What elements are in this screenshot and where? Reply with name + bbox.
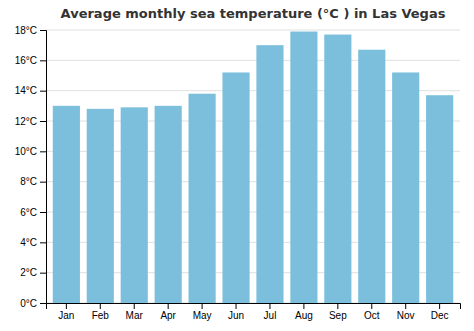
grid-line — [46, 30, 460, 31]
x-tick-mark — [337, 303, 338, 309]
x-tick-label: Jun — [228, 310, 244, 321]
y-tick-mark — [40, 212, 46, 213]
x-tick-mark — [100, 303, 101, 309]
x-tick-label: Oct — [364, 310, 380, 321]
y-tick: 10°C — [15, 146, 46, 157]
x-tick-label: May — [193, 310, 212, 321]
x-tick-label: Dec — [431, 310, 449, 321]
x-tick-label: Apr — [160, 310, 176, 321]
x-tick-mark — [439, 303, 440, 309]
x-tick-mark — [168, 303, 169, 309]
y-tick-label: 4°C — [20, 237, 37, 248]
bar — [53, 106, 80, 303]
x-tick-label: Jan — [58, 310, 74, 321]
title: Average monthly sea temperature (°C ) in… — [61, 6, 446, 21]
x-tick: Nov — [397, 303, 415, 321]
y-tick-mark — [40, 303, 46, 304]
x-tick-mark — [371, 303, 372, 309]
y-tick: 12°C — [15, 116, 46, 127]
x-tick: Jul — [264, 303, 277, 321]
bar — [256, 45, 283, 303]
x-tick-mark — [236, 303, 237, 309]
y-tick: 18°C — [15, 25, 46, 36]
x-tick: Mar — [126, 303, 144, 321]
y-tick-mark — [40, 242, 46, 243]
y-tick-label: 16°C — [15, 55, 37, 66]
bar — [290, 32, 317, 303]
y-tick-label: 18°C — [15, 25, 37, 36]
y-tick-mark — [40, 91, 46, 92]
bars — [53, 32, 453, 303]
x-tick-label: Nov — [397, 310, 415, 321]
plot-area: 0°C 2°C 4°C 6°C 8°C 10°C 12°C 14°C 16°C 18°C Jan Fe… — [15, 25, 461, 321]
y-tick: 4°C — [20, 237, 46, 248]
y-tick-mark — [40, 30, 46, 31]
y-tick-label: 6°C — [20, 207, 37, 218]
y-tick-label: 8°C — [20, 176, 37, 187]
x-tick-label: Aug — [295, 310, 313, 321]
x-tick: May — [193, 303, 212, 321]
bar — [87, 109, 114, 303]
x-tick-mark — [303, 303, 304, 309]
bar — [121, 107, 148, 303]
chart: 0°C 2°C 4°C 6°C 8°C 10°C 12°C 14°C 16°C 18°C Jan Fe… — [0, 0, 474, 331]
x-tick-mark — [66, 303, 67, 309]
y-tick-mark — [40, 121, 46, 122]
x-axis-line — [47, 304, 461, 310]
x-tick-label: Mar — [126, 310, 144, 321]
y-axis: 0°C 2°C 4°C 6°C 8°C 10°C 12°C 14°C 16°C 18°C — [15, 25, 47, 309]
x-tick: Dec — [431, 303, 449, 321]
x-tick: Jan — [58, 303, 74, 321]
bar — [324, 35, 351, 303]
y-tick-label: 12°C — [15, 116, 37, 127]
y-tick: 6°C — [20, 207, 46, 218]
bar — [358, 50, 385, 303]
x-tick-mark — [134, 303, 135, 309]
x-tick: Oct — [364, 303, 380, 321]
x-tick: Apr — [160, 303, 176, 321]
x-tick: Aug — [295, 303, 313, 321]
bar — [392, 72, 419, 303]
y-tick-label: 0°C — [20, 298, 37, 309]
y-tick: 8°C — [20, 176, 46, 187]
y-tick-mark — [40, 273, 46, 274]
x-tick-label: Sep — [329, 310, 347, 321]
bar — [189, 94, 216, 303]
grid — [46, 30, 460, 303]
x-tick-mark — [202, 303, 203, 309]
x-tick-label: Jul — [264, 310, 277, 321]
y-tick-mark — [40, 151, 46, 152]
x-tick: Jun — [228, 303, 244, 321]
x-tick: Feb — [92, 303, 110, 321]
grid-line — [46, 60, 460, 61]
bar — [155, 106, 182, 303]
y-tick: 14°C — [15, 85, 46, 96]
y-axis-line — [40, 31, 47, 304]
y-tick-label: 10°C — [15, 146, 37, 157]
y-tick-label: 14°C — [15, 85, 37, 96]
y-tick: 0°C — [20, 298, 46, 309]
bar — [426, 95, 453, 303]
x-axis: Jan Feb Mar Apr May Jun Jul Aug Sep Oct Nov Dec — [47, 303, 461, 321]
bar — [222, 72, 249, 303]
x-tick-mark — [269, 303, 270, 309]
y-tick: 16°C — [15, 55, 46, 66]
y-tick-mark — [40, 60, 46, 61]
y-tick-mark — [40, 182, 46, 183]
y-tick: 2°C — [20, 267, 46, 278]
x-tick-label: Feb — [92, 310, 110, 321]
x-tick-mark — [405, 303, 406, 309]
x-tick: Sep — [329, 303, 347, 321]
y-tick-label: 2°C — [20, 267, 37, 278]
